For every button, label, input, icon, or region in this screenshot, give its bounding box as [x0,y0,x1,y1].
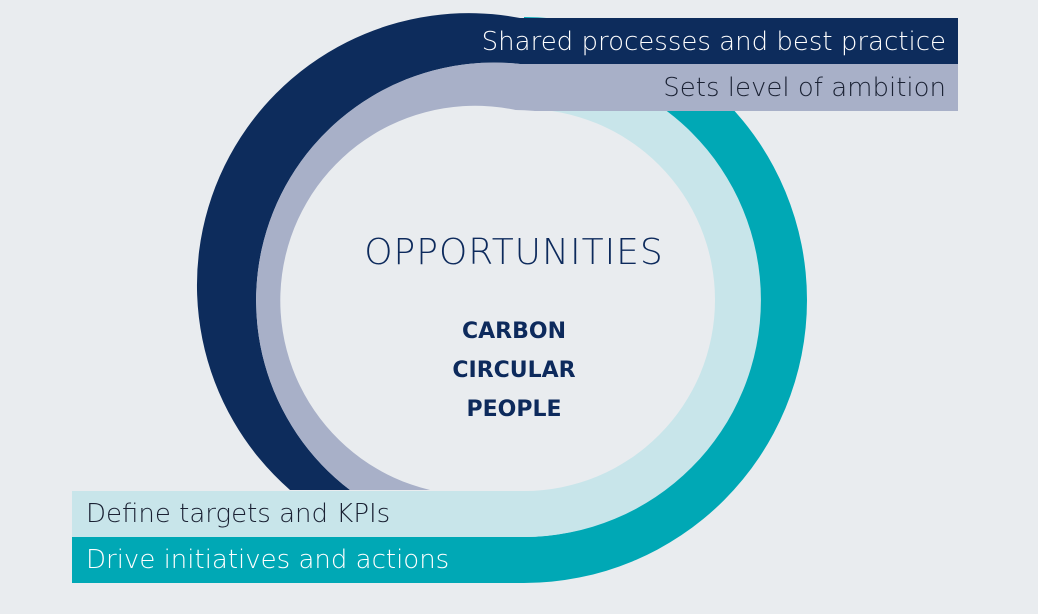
band-define-targets: Define targets and KPIs [86,499,391,529]
center-item-people: PEOPLE [466,397,562,422]
center-title: OPPORTUNITIES [364,232,664,273]
center-list: CARBON CIRCULAR PEOPLE [380,312,648,429]
lavender-ring [256,62,958,491]
center-item-carbon: CARBON [462,319,566,344]
navy-ring [196,13,959,490]
center-circle [325,110,705,490]
center-item-circular: CIRCULAR [452,358,576,383]
band-drive-initiatives: Drive initiatives and actions [86,545,450,575]
band-sets-ambition: Sets level of ambition [663,73,946,103]
band-shared-processes: Shared processes and best practice [481,27,946,57]
